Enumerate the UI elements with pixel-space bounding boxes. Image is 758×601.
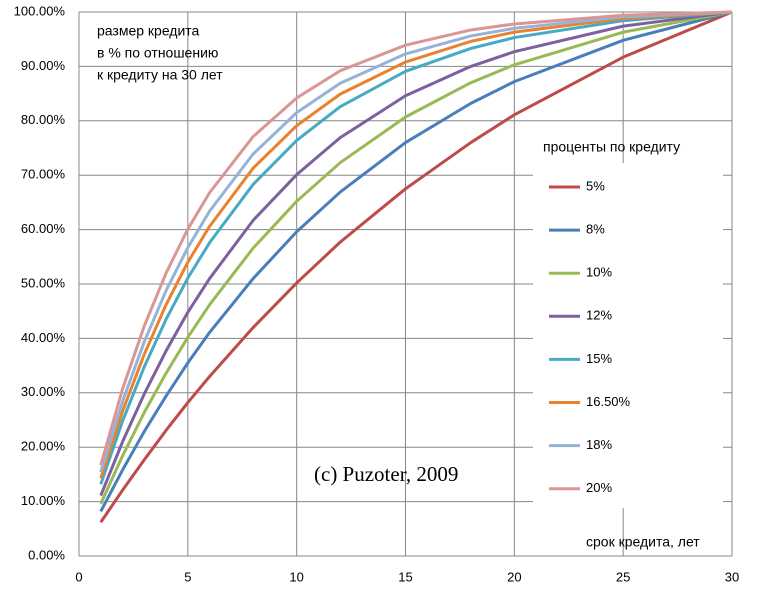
y-tick-label: 50.00% [21,275,66,290]
series-line [99,10,733,466]
series-line [99,10,733,485]
y-tick-label: 0.00% [28,547,65,562]
series-line [99,10,733,473]
y-tick-label: 30.00% [21,384,66,399]
legend-label: 16.50% [586,394,631,409]
series-line [99,10,733,479]
y-tick-label: 20.00% [21,439,66,454]
x-tick-label: 10 [289,569,303,584]
x-tick-label: 25 [616,569,630,584]
series-line [99,10,733,524]
x-tick-label: 30 [725,569,739,584]
x-tick-label: 0 [75,569,82,584]
legend-label: 5% [586,178,605,193]
y-tick-label: 40.00% [21,330,66,345]
legend-box [533,163,723,508]
legend-label: 12% [586,308,612,323]
lines [99,10,733,524]
annotation: в % по отношению [97,45,218,61]
annotation: к кредиту на 30 лет [97,67,223,83]
x-tick-label: 15 [398,569,412,584]
x-axis-label: срок кредита, лет [586,534,700,550]
legend-label: 10% [586,265,612,280]
legend-label: 18% [586,437,612,452]
annotation: размер кредита [97,23,200,39]
legend-label: 20% [586,480,612,495]
series-line [99,10,733,513]
y-tick-label: 100.00% [14,3,66,18]
legend-label: 8% [586,222,605,237]
watermark: (c) Puzoter, 2009 [314,462,458,486]
y-tick-label: 80.00% [21,112,66,127]
x-tick-label: 20 [507,569,521,584]
series-line [99,10,733,497]
y-tick-label: 60.00% [21,221,66,236]
legend-label: 15% [586,351,612,366]
y-tick-label: 10.00% [21,493,66,508]
legend: 5% 8% 10% 12% 15% 16.50% 18% 20% [549,178,631,495]
y-tick-label: 90.00% [21,58,66,73]
legend-title: проценты по кредиту [543,139,680,155]
x-tick-label: 5 [184,569,191,584]
series-line [99,10,733,505]
y-tick-label: 70.00% [21,167,66,182]
